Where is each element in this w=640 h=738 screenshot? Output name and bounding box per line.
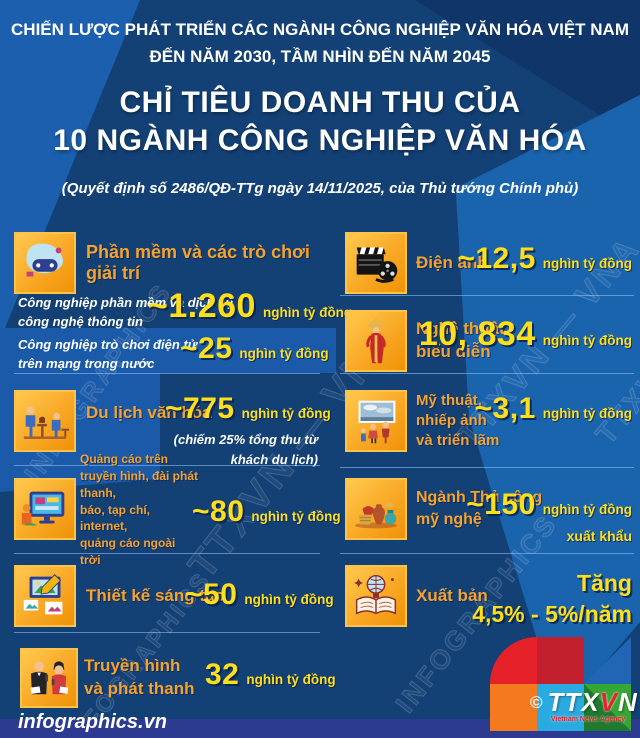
sector-title-software-games: Phần mềm và các trò chơi giải trí xyxy=(86,242,310,283)
creative-design-icon xyxy=(14,565,76,627)
software-games-icon xyxy=(14,232,76,294)
value-advertising: ~80 nghìn tỷ đồng xyxy=(192,495,341,529)
value-number: ~3,1 xyxy=(474,392,536,425)
value-cinema: ~12,5 nghìn tỷ đồng xyxy=(457,242,632,276)
logo-blue-triangle xyxy=(584,637,631,684)
value-handicrafts-export: xuất khẩu xyxy=(566,528,632,544)
value-unit: nghìn tỷ đồng xyxy=(244,592,334,607)
footer-bar xyxy=(0,719,640,738)
sector-title-publishing: Xuất bản xyxy=(416,586,488,605)
strategy-line-2: ĐẾN NĂM 2030, TẦM NHÌN ĐẾN NĂM 2045 xyxy=(149,47,491,66)
value-unit: nghìn tỷ đồng xyxy=(542,502,632,517)
divider xyxy=(14,632,320,633)
divider xyxy=(340,373,634,374)
value-performing-arts: 10, 834 nghìn tỷ đồng xyxy=(419,315,632,354)
value-number: ~25 xyxy=(180,332,233,365)
handicrafts-icon xyxy=(345,478,407,540)
value-unit: nghìn tỷ đồng xyxy=(542,406,632,421)
value-number: 32 xyxy=(205,658,240,691)
divider xyxy=(340,295,634,296)
sector-title-tourism: Du lịch văn hóa xyxy=(86,403,212,422)
value-unit: nghìn tỷ đồng xyxy=(241,406,331,421)
value-tv-radio: 32 nghìn tỷ đồng xyxy=(205,658,336,692)
logo-crimson-square xyxy=(537,637,584,684)
value-software-industry: ~1.260 nghìn tỷ đồng xyxy=(148,287,352,326)
cinema-icon xyxy=(345,232,407,294)
divider xyxy=(14,465,320,466)
divider xyxy=(340,467,634,468)
fine-arts-icon xyxy=(345,390,407,452)
value-publishing-growth: Tăng 4,5% - 5%/năm xyxy=(472,570,632,627)
logo-wordmark: © TTXVN xyxy=(530,687,638,718)
ttxvn-logo: © TTXVN Vietnam News Agency xyxy=(490,637,637,731)
sector-title-handicrafts: Ngành Thủ công mỹ nghệ xyxy=(416,489,543,528)
sector-title-tv-radio: Truyền hình và phát thanh xyxy=(84,656,195,698)
sector-title-advertising: Quảng cáo trên truyền hình, đài phát tha… xyxy=(80,452,199,567)
advertising-icon xyxy=(14,478,76,540)
divider xyxy=(340,553,634,554)
value-number: ~775 xyxy=(165,392,235,425)
sector-title-design: Thiết kế sáng tạo xyxy=(86,586,225,605)
sector-title-fine-arts: Mỹ thuật, nhiếp ảnh và triển lãm xyxy=(416,391,500,450)
logo-subtitle: Vietnam News Agency xyxy=(550,716,626,723)
value-number: 10, 834 xyxy=(418,315,536,353)
note-tourism-share: (chiếm 25% tổng thu từ khách du lịch) xyxy=(173,432,318,468)
value-unit: nghìn tỷ đồng xyxy=(246,672,336,687)
value-number: ~50 xyxy=(185,578,238,611)
value-unit: nghìn tỷ đồng xyxy=(542,256,632,271)
value-design: ~50 nghìn tỷ đồng xyxy=(185,578,334,612)
strategy-line-1: CHIẾN LƯỢC PHÁT TRIỂN CÁC NGÀNH CÔNG NGH… xyxy=(11,20,629,39)
tv-radio-icon xyxy=(20,648,78,708)
value-unit: nghìn tỷ đồng xyxy=(239,346,329,361)
value-unit: nghìn tỷ đồng xyxy=(251,509,341,524)
value-number: ~80 xyxy=(192,495,245,528)
sector-title-cinema: Điện ảnh xyxy=(416,253,488,272)
cultural-tourism-icon xyxy=(14,390,76,452)
website-link[interactable]: infographics.vn xyxy=(18,711,167,733)
copyright-symbol: © xyxy=(530,692,543,712)
page-title-line-1: CHỈ TIÊU DOANH THU CỦA xyxy=(119,86,521,119)
performing-arts-icon xyxy=(345,310,407,372)
value-number: ~1.260 xyxy=(148,287,256,325)
value-number: ~150 xyxy=(466,488,536,521)
value-fine-arts: ~3,1 nghìn tỷ đồng xyxy=(475,392,632,426)
value-handicrafts: ~150 nghìn tỷ đồng xyxy=(466,488,632,522)
value-tourism: ~775 nghìn tỷ đồng xyxy=(165,392,331,426)
sub-label-online-games: Công nghiệp trò chơi điện tử trên mạng t… xyxy=(18,337,198,371)
logo-red-quarter-circle xyxy=(490,637,537,684)
value-unit: nghìn tỷ đồng xyxy=(262,305,353,320)
value-number: ~12,5 xyxy=(457,242,536,275)
value-online-games: ~25 nghìn tỷ đồng xyxy=(180,332,329,366)
value-unit: nghìn tỷ đồng xyxy=(542,333,632,348)
sector-title-performing-arts: Nghệ thuật biểu diễn xyxy=(416,319,505,361)
publishing-icon xyxy=(345,565,407,627)
page-title-line-2: 10 NGÀNH CÔNG NGHIỆP VĂN HÓA xyxy=(53,124,587,157)
logo-ttxvn-text: TTXVN xyxy=(547,687,638,717)
sub-label-software-industry: Công nghiệp phần mềm và dịch vụ công ngh… xyxy=(18,295,234,329)
divider xyxy=(14,553,320,554)
decision-subtitle: (Quyết định số 2486/QĐ-TTg ngày 14/11/20… xyxy=(61,180,579,197)
divider xyxy=(14,373,320,374)
